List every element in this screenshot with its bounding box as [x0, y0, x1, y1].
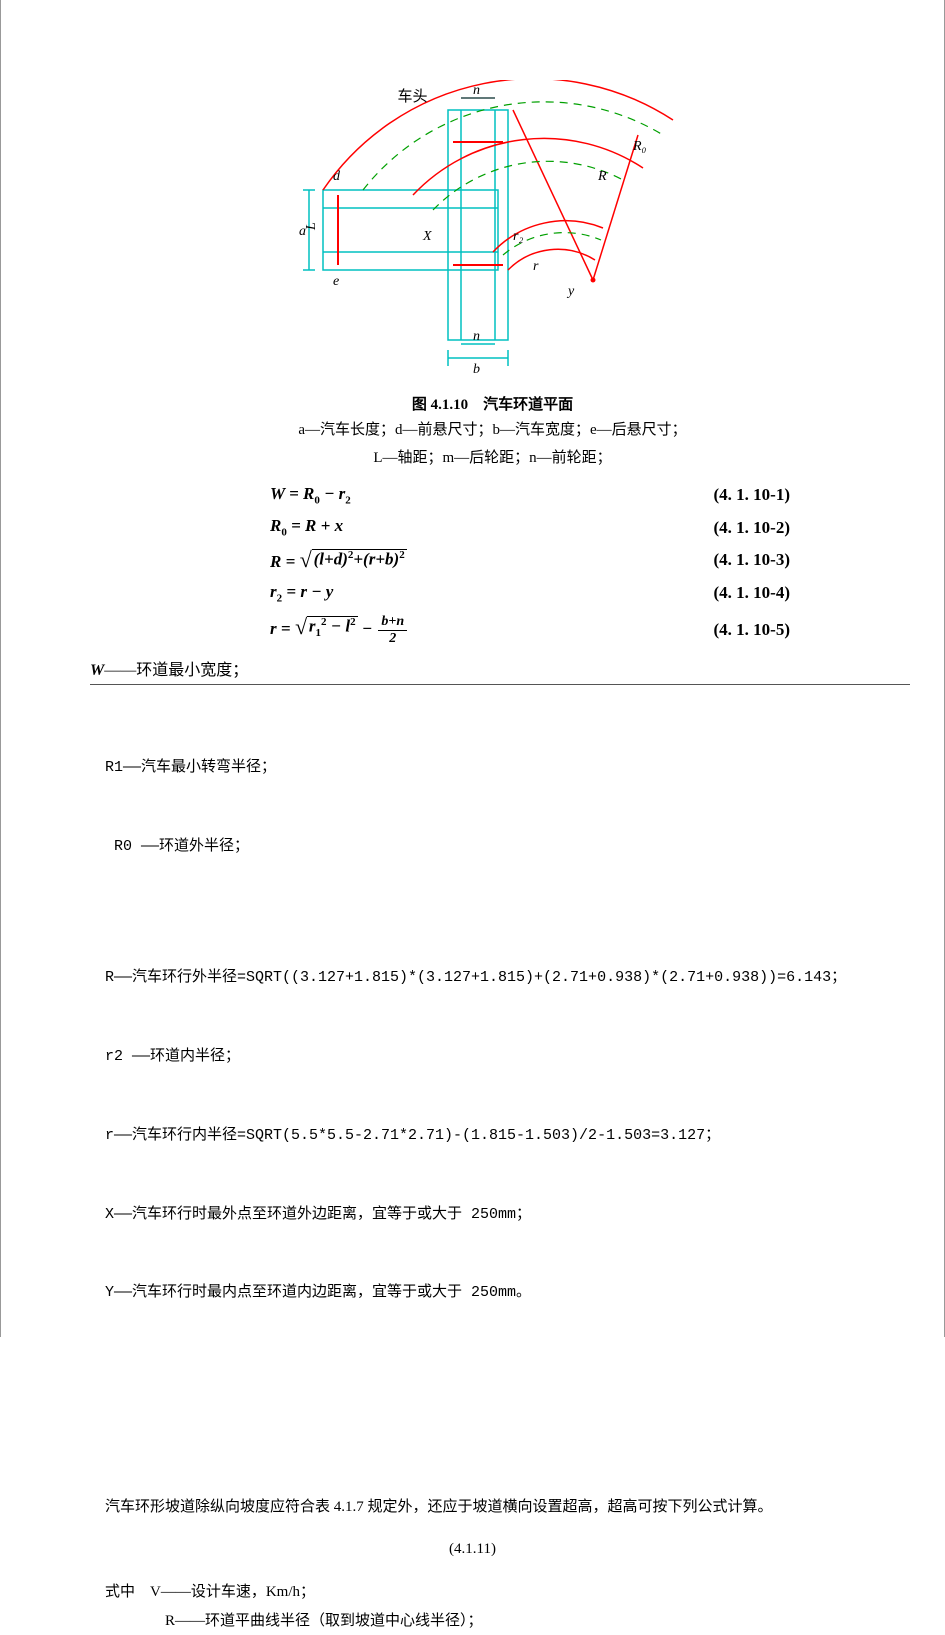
- where-v-line: 式中 V——设计车速，Km/h；: [105, 1578, 875, 1607]
- definitions-l4: R——汽车环行外半径=SQRT((3.127+1.815)*(3.127+1.8…: [105, 965, 875, 991]
- definitions-l6: r——汽车环行内半径=SQRT(5.5*5.5-2.71*2.71)-(1.81…: [105, 1123, 875, 1149]
- svg-text:b: b: [473, 362, 480, 377]
- equation-5-number: (4. 1. 10-5): [714, 620, 790, 640]
- equation-5: r = √r12 − l2 − b+n2 (4. 1. 10-5): [270, 614, 790, 646]
- definitions-l1: R1——汽车最小转弯半径；: [105, 755, 875, 781]
- w-definition: W——环道最小宽度；: [90, 656, 910, 685]
- definitions-l5: r2 ——环道内半径；: [105, 1044, 875, 1070]
- equation-block: W = R0 − r2 (4. 1. 10-1) R0 = R + x (4. …: [270, 484, 790, 646]
- svg-text:R₀: R₀: [632, 139, 647, 154]
- diagram-svg: a L d e n n b X r y R R₀ r₂: [293, 80, 713, 380]
- equation-2-number: (4. 1. 10-2): [714, 518, 790, 538]
- definitions-l2: R0 ——环道外半径；: [105, 834, 875, 860]
- svg-text:n: n: [473, 83, 480, 98]
- svg-text:d: d: [333, 169, 341, 184]
- car-turning-diagram: 车头: [293, 80, 713, 380]
- figure-caption: 图 4.1.10 汽车环道平面: [110, 393, 875, 414]
- definitions-l8: Y——汽车环行时最内点至环道内边距离，宜等于或大于 250mm。: [105, 1280, 875, 1306]
- figure-block: 车头: [70, 80, 875, 470]
- figure-legend-2: L—轴距；m—后轮距；n—前轮距；: [110, 446, 875, 470]
- definitions-l7: X——汽车环行时最外点至环道外边距离，宜等于或大于 250mm；: [105, 1202, 875, 1228]
- svg-text:n: n: [473, 329, 480, 344]
- definitions-block: R1——汽车最小转弯半径； R0 ——环道外半径； R——汽车环行外半径=SQR…: [105, 703, 875, 1333]
- equation-2: R0 = R + x (4. 1. 10-2): [270, 516, 790, 538]
- svg-text:y: y: [566, 284, 575, 299]
- equation-4-number: (4. 1. 10-4): [714, 583, 790, 603]
- svg-text:e: e: [333, 274, 339, 289]
- where-block: 式中 V——设计车速，Km/h； R——环道平曲线半径（取到坡道中心线半径）；: [105, 1578, 875, 1635]
- w-definition-text: 环道最小宽度；: [136, 662, 248, 679]
- equation-3: R = √(l+d)2+(r+b)2 (4. 1. 10-3): [270, 549, 790, 572]
- equation-1-number: (4. 1. 10-1): [714, 485, 790, 505]
- svg-text:L: L: [304, 222, 319, 231]
- where-r-line: R——环道平曲线半径（取到坡道中心线半径）；: [165, 1607, 875, 1635]
- svg-text:X: X: [422, 229, 432, 244]
- section-4-1-11-para: 汽车环形坡道除纵向坡度应符合表 4.1.7 规定外，还应于坡道横向设置超高，超高…: [105, 1493, 875, 1522]
- svg-text:r₂: r₂: [513, 229, 523, 244]
- figure-legend-1: a—汽车长度；d—前悬尺寸；b—汽车宽度；e—后悬尺寸；: [110, 418, 875, 442]
- equation-4-1-11-number: (4.1.11): [70, 1541, 875, 1558]
- equation-3-number: (4. 1. 10-3): [714, 550, 790, 570]
- equation-1: W = R0 − r2 (4. 1. 10-1): [270, 484, 790, 506]
- svg-text:R: R: [597, 169, 607, 184]
- svg-text:r: r: [533, 259, 539, 274]
- diagram-label-chetou: 车头: [398, 85, 428, 106]
- equation-4: r2 = r − y (4. 1. 10-4): [270, 582, 790, 604]
